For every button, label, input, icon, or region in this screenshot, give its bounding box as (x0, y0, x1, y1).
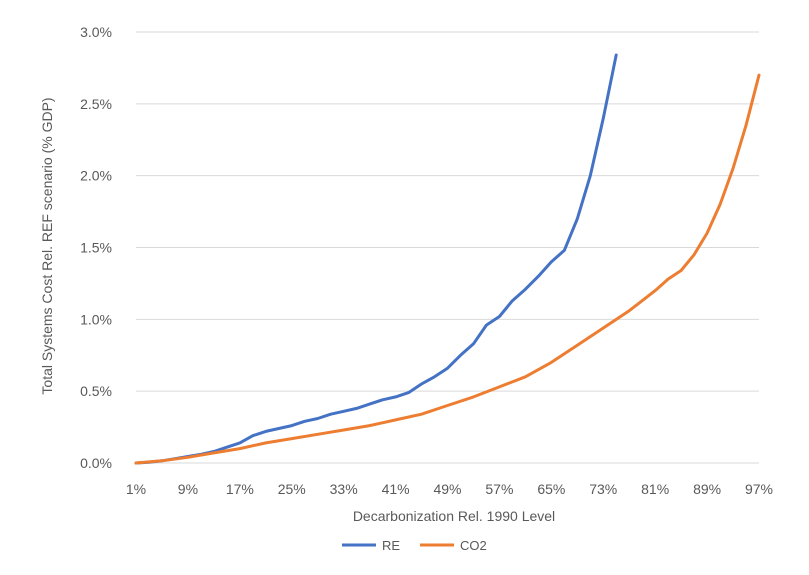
x-tick-label: 41% (382, 481, 410, 497)
x-tick-label: 1% (126, 481, 146, 497)
x-tick-label: 25% (278, 481, 306, 497)
x-tick-label: 73% (589, 481, 617, 497)
x-tick-label: 9% (178, 481, 198, 497)
x-tick-label: 57% (485, 481, 513, 497)
x-tick-label: 17% (226, 481, 254, 497)
x-tick-label: 49% (433, 481, 461, 497)
legend-label: RE (382, 538, 400, 553)
x-tick-label: 33% (330, 481, 358, 497)
y-axis-title: Total Systems Cost Rel. REF scenario (% … (39, 97, 55, 394)
legend-item-re: RE (342, 538, 400, 553)
y-tick-label: 1.5% (80, 240, 112, 256)
y-tick-label: 0.5% (80, 383, 112, 399)
series-line-co2 (134, 73, 761, 465)
x-tick-label: 97% (745, 481, 773, 497)
series-layer (134, 53, 761, 465)
x-tick-label: 89% (693, 481, 721, 497)
y-tick-label: 1.0% (80, 311, 112, 327)
y-tick-label: 0.0% (80, 455, 112, 471)
y-tick-label: 2.0% (80, 168, 112, 184)
legend: RE CO2 (342, 538, 487, 553)
x-tick-label: 81% (641, 481, 669, 497)
x-axis-title: Decarbonization Rel. 1990 Level (353, 508, 555, 524)
x-axis-ticks: 1% 9% 17% 25% 33% 41% 49% 57% 65% 73% 81% 89% 97% (126, 481, 773, 497)
legend-item-co2: CO2 (420, 538, 487, 553)
legend-label: CO2 (460, 538, 487, 553)
y-tick-label: 3.0% (80, 24, 112, 40)
x-tick-label: 65% (537, 481, 565, 497)
y-tick-label: 2.5% (80, 96, 112, 112)
y-axis-ticks: 0.0% 0.5% 1.0% 1.5% 2.0% 2.5% 3.0% (80, 24, 112, 471)
series-line-re (134, 53, 618, 465)
gridlines (136, 31, 759, 464)
